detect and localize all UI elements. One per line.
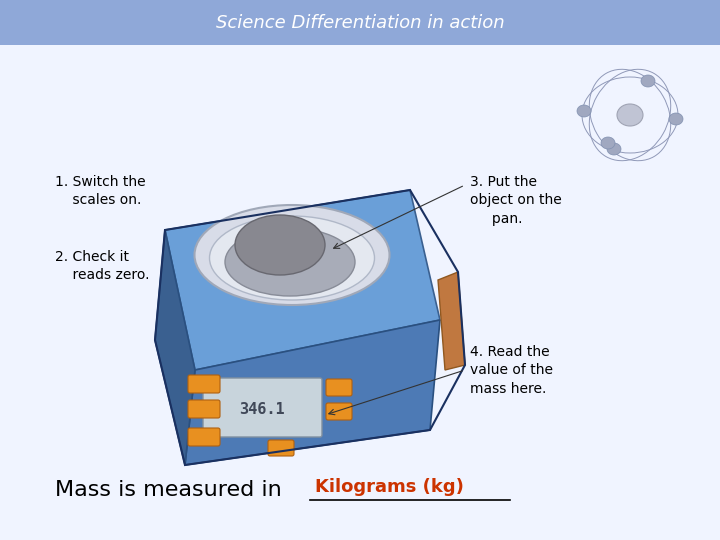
Polygon shape bbox=[155, 230, 195, 465]
Ellipse shape bbox=[669, 113, 683, 125]
Ellipse shape bbox=[235, 215, 325, 275]
FancyBboxPatch shape bbox=[188, 400, 220, 418]
Ellipse shape bbox=[194, 205, 390, 305]
Ellipse shape bbox=[601, 137, 615, 149]
Polygon shape bbox=[165, 190, 440, 370]
Text: 346.1: 346.1 bbox=[239, 402, 285, 417]
Text: 3. Put the
object on the
     pan.: 3. Put the object on the pan. bbox=[470, 175, 562, 226]
FancyBboxPatch shape bbox=[268, 440, 294, 456]
Ellipse shape bbox=[607, 143, 621, 155]
Text: Kilograms (kg): Kilograms (kg) bbox=[315, 478, 464, 496]
Text: 4. Read the
value of the
mass here.: 4. Read the value of the mass here. bbox=[470, 345, 553, 396]
Text: 2. Check it
    reads zero.: 2. Check it reads zero. bbox=[55, 250, 150, 282]
Ellipse shape bbox=[617, 104, 643, 126]
Ellipse shape bbox=[210, 216, 374, 300]
FancyBboxPatch shape bbox=[326, 403, 352, 420]
Ellipse shape bbox=[641, 75, 655, 87]
FancyBboxPatch shape bbox=[188, 428, 220, 446]
FancyBboxPatch shape bbox=[326, 379, 352, 396]
Bar bbox=[0, 0, 720, 45]
FancyBboxPatch shape bbox=[188, 375, 220, 393]
FancyBboxPatch shape bbox=[203, 378, 322, 437]
Text: 1. Switch the
    scales on.: 1. Switch the scales on. bbox=[55, 175, 145, 207]
Ellipse shape bbox=[577, 105, 591, 117]
Ellipse shape bbox=[225, 228, 355, 296]
Polygon shape bbox=[438, 272, 465, 370]
Text: Mass is measured in: Mass is measured in bbox=[55, 480, 289, 500]
Polygon shape bbox=[185, 320, 440, 465]
Text: Science Differentiation in action: Science Differentiation in action bbox=[216, 14, 504, 31]
